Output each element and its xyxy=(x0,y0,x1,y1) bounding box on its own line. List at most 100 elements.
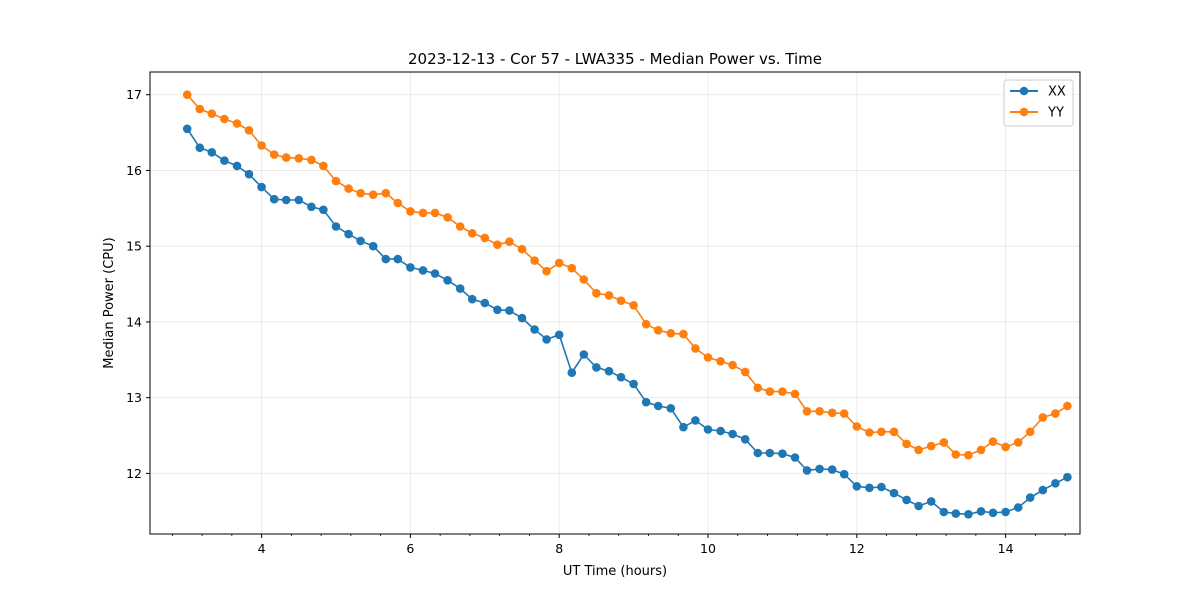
data-point-yy xyxy=(443,213,452,222)
data-point-yy xyxy=(616,296,626,306)
data-point-yy xyxy=(542,266,551,276)
data-point-xx xyxy=(790,453,800,462)
data-point-xx xyxy=(232,161,242,171)
data-point-yy xyxy=(778,387,787,396)
data-point-xx xyxy=(443,276,452,285)
data-point-xx xyxy=(753,448,763,458)
data-point-yy xyxy=(480,233,490,243)
data-point-yy xyxy=(629,301,638,310)
data-point-yy xyxy=(281,153,291,162)
data-point-xx xyxy=(480,298,490,308)
data-point-yy xyxy=(567,263,577,273)
data-point-yy xyxy=(790,389,800,399)
data-point-yy xyxy=(926,441,936,451)
data-point-yy xyxy=(319,161,328,171)
data-point-xx xyxy=(294,195,304,205)
y-axis-label: Median Power (CPU) xyxy=(102,237,117,368)
x-tick-label: 10 xyxy=(700,541,716,556)
data-point-yy xyxy=(691,344,700,353)
data-point-yy xyxy=(530,256,539,265)
data-point-xx xyxy=(393,254,403,264)
data-point-xx xyxy=(567,368,577,378)
data-point-yy xyxy=(827,408,837,418)
data-point-xx xyxy=(926,497,936,506)
data-point-xx xyxy=(976,507,986,516)
data-point-xx xyxy=(207,148,217,157)
data-point-yy xyxy=(294,154,304,163)
data-point-xx xyxy=(852,482,862,491)
data-point-xx xyxy=(616,372,626,382)
data-point-yy xyxy=(641,319,651,329)
y-tick-label: 14 xyxy=(126,314,142,329)
data-point-yy xyxy=(368,190,378,199)
data-point-xx xyxy=(988,508,998,518)
data-point-yy xyxy=(865,428,874,437)
data-point-xx xyxy=(666,404,676,413)
data-point-yy xyxy=(815,407,824,416)
data-point-yy xyxy=(716,357,725,366)
data-point-yy xyxy=(666,329,676,338)
data-point-xx xyxy=(554,330,564,340)
data-point-yy xyxy=(554,258,564,268)
data-point-xx xyxy=(939,507,949,517)
y-tick-label: 15 xyxy=(126,239,142,254)
data-point-yy xyxy=(381,188,391,198)
data-point-xx xyxy=(889,488,899,498)
data-point-xx xyxy=(269,194,279,204)
data-point-xx xyxy=(1001,507,1010,517)
data-point-xx xyxy=(902,495,911,505)
data-point-yy xyxy=(988,437,998,446)
data-point-xx xyxy=(455,284,465,293)
data-point-xx xyxy=(467,294,477,304)
data-point-yy xyxy=(653,326,663,335)
data-point-yy xyxy=(679,329,688,339)
data-point-xx xyxy=(319,205,328,215)
data-point-xx xyxy=(182,124,192,134)
data-point-xx xyxy=(530,325,539,334)
x-tick-label: 6 xyxy=(406,541,414,556)
data-point-yy xyxy=(1051,409,1060,418)
data-point-yy xyxy=(220,114,229,124)
data-point-yy xyxy=(964,450,973,460)
data-point-xx xyxy=(728,429,737,439)
data-point-yy xyxy=(951,450,961,459)
data-point-yy xyxy=(406,207,415,216)
data-point-xx xyxy=(542,335,551,344)
data-point-xx xyxy=(430,269,440,278)
data-point-xx xyxy=(195,143,205,152)
data-point-xx xyxy=(1051,479,1060,488)
legend-marker-yy xyxy=(1019,107,1029,117)
data-point-yy xyxy=(753,383,763,393)
data-point-yy xyxy=(902,439,911,449)
data-point-xx xyxy=(802,466,812,475)
data-point-xx xyxy=(604,366,614,376)
data-point-xx xyxy=(356,236,365,246)
data-point-xx xyxy=(257,182,266,192)
data-point-yy xyxy=(331,176,341,186)
data-point-xx xyxy=(344,229,353,239)
data-point-xx xyxy=(964,510,973,519)
data-point-xx xyxy=(703,425,713,434)
data-point-yy xyxy=(1038,413,1048,422)
data-point-xx xyxy=(579,350,589,359)
data-point-yy xyxy=(976,445,986,455)
data-point-xx xyxy=(505,306,514,315)
data-point-yy xyxy=(517,244,527,254)
data-point-xx xyxy=(877,482,886,492)
data-point-xx xyxy=(331,222,341,231)
data-point-xx xyxy=(641,397,651,407)
data-point-yy xyxy=(592,288,601,298)
data-point-yy xyxy=(852,422,862,431)
data-point-yy xyxy=(939,438,949,447)
y-tick-label: 17 xyxy=(126,87,142,102)
plot-frame xyxy=(149,71,1081,535)
data-point-xx xyxy=(406,263,415,272)
data-point-xx xyxy=(653,401,663,411)
data-point-yy xyxy=(430,208,440,218)
data-point-xx xyxy=(1025,493,1035,502)
data-point-yy xyxy=(1001,442,1010,452)
data-point-xx xyxy=(716,426,725,436)
data-point-xx xyxy=(679,422,688,432)
data-point-yy xyxy=(493,240,502,249)
